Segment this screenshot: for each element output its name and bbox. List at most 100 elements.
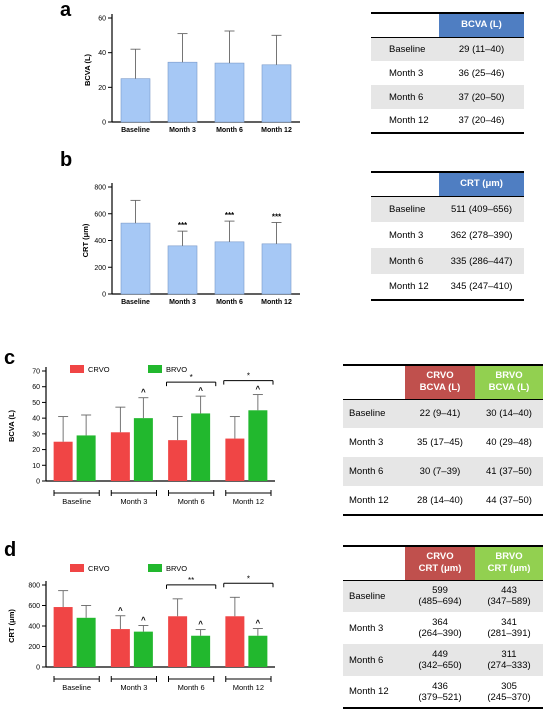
x-tick-label: Baseline xyxy=(62,497,91,506)
cell-value: 28 (14–40) xyxy=(405,486,475,516)
header-line: BCVA (L) xyxy=(419,382,461,394)
y-tick-label: 600 xyxy=(28,603,40,610)
significance-mark: *** xyxy=(178,221,188,230)
bar xyxy=(110,629,130,667)
table-header-crvo: CRVO CRT (μm) xyxy=(405,545,475,581)
table-row: Month 12 37 (20–46) xyxy=(371,109,524,134)
y-tick-label: 70 xyxy=(32,369,40,376)
bar xyxy=(53,441,73,481)
header-line: CRT (μm) xyxy=(487,563,531,575)
bar xyxy=(261,243,292,295)
header-line: CRVO xyxy=(426,551,454,563)
panel-letter-a: a xyxy=(60,0,72,21)
cell-value: 30 (7–39) xyxy=(405,457,475,486)
significance-mark: ^ xyxy=(256,619,261,628)
cell-value: 362 (278–390) xyxy=(450,229,513,241)
crt-crvo-brvo-chart: 0 200 400 600 800 CRT (μm) ^ ^ ^ ^ Baseline Month 3… xyxy=(7,564,275,692)
bar xyxy=(225,616,245,667)
significance-mark: ^ xyxy=(118,606,123,615)
bar xyxy=(248,410,268,481)
cell-line: (281–391) xyxy=(487,628,531,639)
x-tick-label: Month 3 xyxy=(120,497,147,506)
bar xyxy=(168,440,188,481)
y-tick-label: 40 xyxy=(32,416,40,423)
table-header-brvo: BRVO BCVA (L) xyxy=(475,364,543,400)
crt-summary-table: CRT (μm) Baseline 511 (409–656) Month 3 … xyxy=(371,171,524,301)
bcva-crvo-brvo-table: CRVO BCVA (L) BRVO BCVA (L) Baseline 22 … xyxy=(343,364,543,516)
bar xyxy=(76,435,96,481)
cell-value: 311 (274–333) xyxy=(475,644,543,676)
y-tick-label: 60 xyxy=(98,16,106,23)
header-line: BRVO xyxy=(495,551,523,563)
x-tick-label: Month 12 xyxy=(233,497,264,506)
cell-value: 335 (286–447) xyxy=(439,248,524,274)
legend-swatch xyxy=(148,365,162,373)
cell-value: 41 (37–50) xyxy=(475,457,543,486)
bcva-overall-chart: 0 20 40 60 BCVA (L) Baseline Month 3 Month 6 Mon… xyxy=(83,14,300,134)
significance-bracket-label: * xyxy=(247,372,250,381)
x-tick-label: Month 3 xyxy=(169,299,196,306)
cell-line: 341 xyxy=(501,617,517,628)
cell-value: 443 (347–589) xyxy=(475,580,543,612)
bar xyxy=(191,413,211,481)
table-row: Month 6 30 (7–39) 41 (37–50) xyxy=(343,457,543,486)
x-tick-label: Baseline xyxy=(121,299,150,306)
cell-value: 599 (485–694) xyxy=(405,580,475,612)
cell-line: (342–650) xyxy=(418,660,462,671)
y-tick-label: 50 xyxy=(32,400,40,407)
y-axis-label: BCVA (L) xyxy=(83,53,92,86)
table-row: Month 12 28 (14–40) 44 (37–50) xyxy=(343,486,543,516)
row-label: Month 6 xyxy=(343,644,405,676)
cell-value: 22 (9–41) xyxy=(405,399,475,428)
y-tick-label: 600 xyxy=(94,211,106,218)
header-line: BCVA (L) xyxy=(488,382,530,394)
table-row: Month 3 35 (17–45) 40 (29–48) xyxy=(343,428,543,457)
bar xyxy=(261,64,292,123)
legend-label: BRVO xyxy=(166,365,187,374)
x-tick-label: Month 12 xyxy=(233,683,264,692)
row-label: Baseline xyxy=(371,37,439,61)
significance-mark: ^ xyxy=(198,620,203,629)
cell-line: (274–333) xyxy=(487,660,531,671)
x-tick-label: Baseline xyxy=(62,683,91,692)
cell-line: (264–390) xyxy=(418,628,462,639)
table-row: Baseline 22 (9–41) 30 (14–40) xyxy=(343,399,543,428)
cell-value: 35 (17–45) xyxy=(417,437,463,448)
significance-mark: ^ xyxy=(198,386,203,395)
row-label: Month 6 xyxy=(371,85,439,109)
table-row: Baseline 599 (485–694) 443 (347–589) xyxy=(343,580,543,612)
table-header: CRT (μm) xyxy=(439,171,524,197)
cell-value: 341 (281–391) xyxy=(475,612,543,644)
bar xyxy=(110,432,130,481)
row-label: Month 12 xyxy=(371,109,439,134)
cell-line: 443 xyxy=(501,585,517,597)
cell-value: 37 (20–46) xyxy=(439,109,524,134)
x-tick-label: Month 6 xyxy=(178,683,205,692)
table-header-brvo: BRVO CRT (μm) xyxy=(475,545,543,581)
cell-line: 305 xyxy=(501,680,517,692)
y-tick-label: 0 xyxy=(36,479,40,486)
y-tick-label: 200 xyxy=(94,265,106,272)
y-tick-label: 20 xyxy=(98,85,106,92)
table-header-crvo: CRVO BCVA (L) xyxy=(405,364,475,400)
cell-value: 30 (14–40) xyxy=(475,399,543,428)
significance-mark: ^ xyxy=(141,388,146,397)
bar xyxy=(133,418,153,481)
y-tick-label: 800 xyxy=(28,583,40,590)
y-tick-label: 400 xyxy=(28,624,40,631)
cell-value: 29 (11–40) xyxy=(439,37,524,61)
cell-value: 305 (245–370) xyxy=(475,676,543,709)
bar xyxy=(191,635,211,667)
significance-bracket-label: * xyxy=(190,373,193,382)
cell-line: 599 xyxy=(432,585,448,597)
cell-value: 44 (37–50) xyxy=(475,486,543,516)
bar xyxy=(225,438,245,481)
y-tick-label: 200 xyxy=(28,644,40,651)
cell-line: (379–521) xyxy=(418,691,462,703)
y-tick-label: 0 xyxy=(102,292,106,299)
bar xyxy=(168,616,188,667)
y-tick-label: 0 xyxy=(36,665,40,672)
row-label: Baseline xyxy=(371,196,439,222)
legend-label: CRVO xyxy=(88,564,110,573)
significance-mark: ^ xyxy=(141,615,146,624)
